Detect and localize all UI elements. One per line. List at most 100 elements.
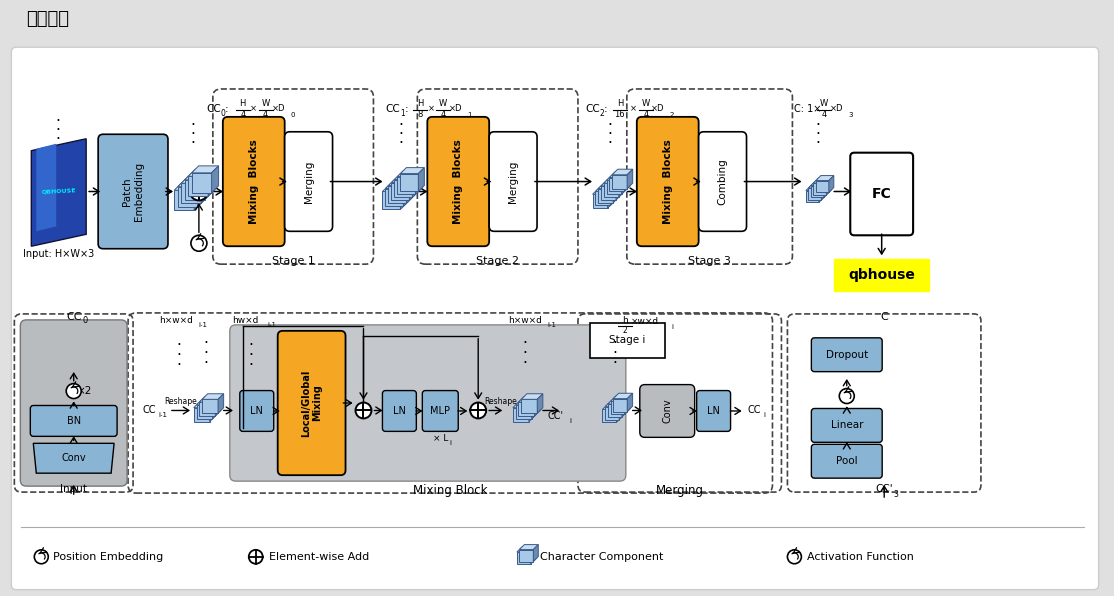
Text: .: . [176, 353, 182, 368]
Polygon shape [614, 393, 633, 399]
Polygon shape [385, 182, 409, 188]
Text: ×: × [428, 104, 434, 113]
Polygon shape [202, 394, 224, 399]
Polygon shape [805, 185, 824, 191]
Bar [605, 406, 619, 420]
Polygon shape [196, 399, 218, 405]
Polygon shape [416, 170, 421, 194]
Text: i: i [449, 440, 451, 446]
Polygon shape [530, 547, 536, 564]
Text: .: . [204, 331, 208, 346]
Polygon shape [199, 396, 221, 402]
Text: CC': CC' [547, 411, 563, 421]
Text: ×D: ×D [449, 104, 462, 113]
Polygon shape [212, 166, 218, 193]
Polygon shape [809, 183, 827, 188]
Text: .: . [204, 351, 208, 366]
Text: W: W [439, 100, 448, 108]
Text: 2: 2 [670, 112, 674, 118]
Circle shape [189, 182, 208, 200]
Text: ×D: ×D [272, 104, 285, 113]
Text: Stage 2: Stage 2 [476, 256, 519, 266]
Polygon shape [521, 394, 543, 399]
Bar [516, 405, 531, 419]
Text: Local/Global
Mixing: Local/Global Mixing [301, 370, 322, 437]
Text: CC': CC' [876, 484, 893, 494]
Polygon shape [518, 396, 540, 402]
Bar [400, 173, 419, 191]
Text: Activation Function: Activation Function [808, 552, 915, 562]
Text: Patch
Embedding: Patch Embedding [123, 162, 144, 221]
FancyBboxPatch shape [696, 390, 731, 432]
Polygon shape [627, 393, 633, 412]
Text: H: H [417, 100, 423, 108]
Polygon shape [593, 189, 613, 194]
Polygon shape [400, 167, 424, 173]
Text: Mixing  Blocks: Mixing Blocks [248, 139, 258, 224]
Text: .: . [522, 351, 528, 366]
FancyBboxPatch shape [639, 384, 695, 437]
Polygon shape [185, 173, 212, 180]
Polygon shape [197, 180, 205, 207]
Text: .: . [815, 113, 820, 128]
Polygon shape [409, 176, 416, 200]
Polygon shape [389, 179, 412, 185]
Bar [590, 323, 665, 358]
Bar [609, 178, 624, 191]
Text: 2: 2 [623, 327, 627, 336]
FancyBboxPatch shape [229, 325, 626, 481]
Polygon shape [519, 545, 538, 550]
Polygon shape [188, 169, 215, 176]
Text: ×: × [631, 104, 637, 113]
Polygon shape [394, 173, 419, 179]
Text: LN: LN [707, 406, 720, 416]
Bar [834, 259, 929, 291]
Text: 0: 0 [221, 109, 225, 119]
Polygon shape [174, 184, 202, 190]
Text: 8: 8 [418, 110, 423, 119]
Text: Position Embedding: Position Embedding [53, 552, 164, 562]
Polygon shape [607, 189, 613, 208]
Bar [174, 190, 194, 210]
Polygon shape [595, 186, 616, 191]
Bar [398, 176, 416, 194]
Polygon shape [192, 166, 218, 173]
Text: 3: 3 [848, 112, 852, 118]
Bar [598, 189, 613, 203]
Text: ×: × [251, 104, 257, 113]
Text: 4: 4 [441, 110, 446, 119]
Text: .: . [613, 342, 617, 356]
Text: .: . [607, 122, 613, 137]
FancyBboxPatch shape [850, 153, 913, 235]
Bar [805, 191, 819, 203]
Polygon shape [391, 176, 416, 182]
Text: 4: 4 [643, 110, 648, 119]
Polygon shape [819, 185, 824, 203]
Bar [185, 180, 205, 200]
Bar [385, 188, 403, 206]
Text: 模型框架: 模型框架 [27, 10, 69, 28]
Text: .: . [176, 343, 182, 358]
Text: 4: 4 [263, 110, 268, 119]
Bar [600, 186, 616, 200]
Text: Input: H×W×3: Input: H×W×3 [22, 249, 94, 259]
Text: .: . [56, 119, 60, 134]
Polygon shape [827, 178, 831, 195]
Text: .: . [248, 343, 253, 358]
Polygon shape [618, 178, 624, 197]
FancyBboxPatch shape [637, 117, 698, 246]
Text: 16: 16 [615, 110, 625, 119]
Bar [512, 408, 529, 421]
FancyBboxPatch shape [98, 134, 168, 249]
Polygon shape [821, 183, 827, 200]
Text: :: : [605, 104, 612, 114]
Text: H: H [617, 100, 623, 108]
FancyBboxPatch shape [811, 338, 882, 372]
Bar [595, 191, 610, 206]
Bar [613, 175, 627, 189]
Bar [194, 408, 209, 421]
Polygon shape [400, 185, 407, 209]
Text: .: . [398, 113, 403, 128]
Polygon shape [407, 179, 412, 203]
Polygon shape [37, 144, 56, 231]
